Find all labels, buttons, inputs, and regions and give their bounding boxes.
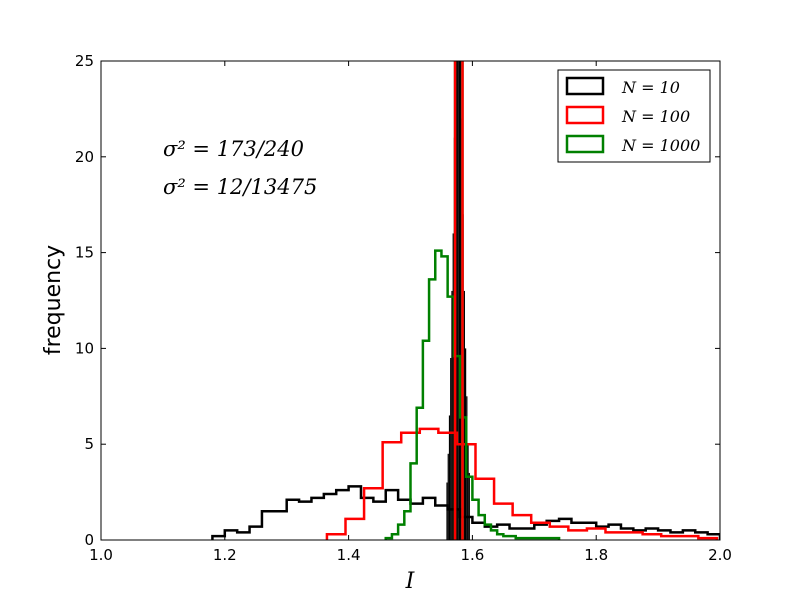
legend-swatch-n1000 [565,134,605,154]
legend-swatch-n100 [565,105,605,125]
axes-border [100,60,721,541]
x-tick-label: 1.0 [89,546,113,564]
spike-bar-n10 [457,61,459,540]
y-axis-label: frequency [41,245,66,355]
x-tick-label: 1.6 [460,546,484,564]
x-tick-label: 1.8 [584,546,608,564]
x-tick-label: 1.4 [337,546,361,564]
legend-entry-n1000: N = 1000 [565,134,700,155]
histogram-bars [211,61,720,540]
y-tick-label: 0 [84,531,94,549]
spike-bar-n10 [456,61,458,540]
annotation-variance-1: σ² = 173/240 [163,137,304,161]
spike-bar-n10 [450,357,452,540]
spike-bar-n10 [452,233,454,540]
spike-bar-n10 [446,482,448,540]
legend-label-n100: N = 100 [621,107,690,126]
legend-entry-n10: N = 10 [565,76,680,97]
y-tick-label: 25 [75,52,94,70]
spike-bar-n10 [460,61,462,540]
legend-entry-n100: N = 100 [565,105,690,126]
y-tick-label: 20 [75,148,94,166]
series-n-100 [325,427,719,540]
legend-swatch-n10 [565,76,605,96]
y-axis-ticks: 0 5 10 15 20 25 [75,52,720,549]
series-n-1000 [384,249,561,540]
spike-bar-n10 [447,453,449,540]
spike-bar-n10 [448,415,451,540]
legend-label-n10: N = 10 [621,78,680,97]
y-tick-label: 10 [75,339,94,357]
y-tick-label: 5 [84,435,94,453]
x-tick-label: 2.0 [708,546,732,564]
series-n-10 [211,485,720,540]
x-axis-ticks: 1.0 1.2 1.4 1.6 1.8 2.0 [89,61,732,564]
x-tick-label: 1.2 [213,546,237,564]
x-axis-label: I [405,569,416,594]
spike-bar-n10 [451,290,453,540]
plot-frame [100,60,721,541]
legend-box [557,69,711,163]
spike-bar-n10 [467,444,469,540]
spike-bar-n10 [463,290,465,540]
annotation-variance-2: σ² = 12/13475 [163,175,317,199]
spike-bar-n10 [468,472,470,540]
legend-label-n1000: N = 1000 [621,136,700,155]
y-tick-label: 15 [75,244,94,262]
legend: N = 10 N = 100 N = 1000 [557,69,711,163]
spike-bar-n10 [458,61,461,540]
